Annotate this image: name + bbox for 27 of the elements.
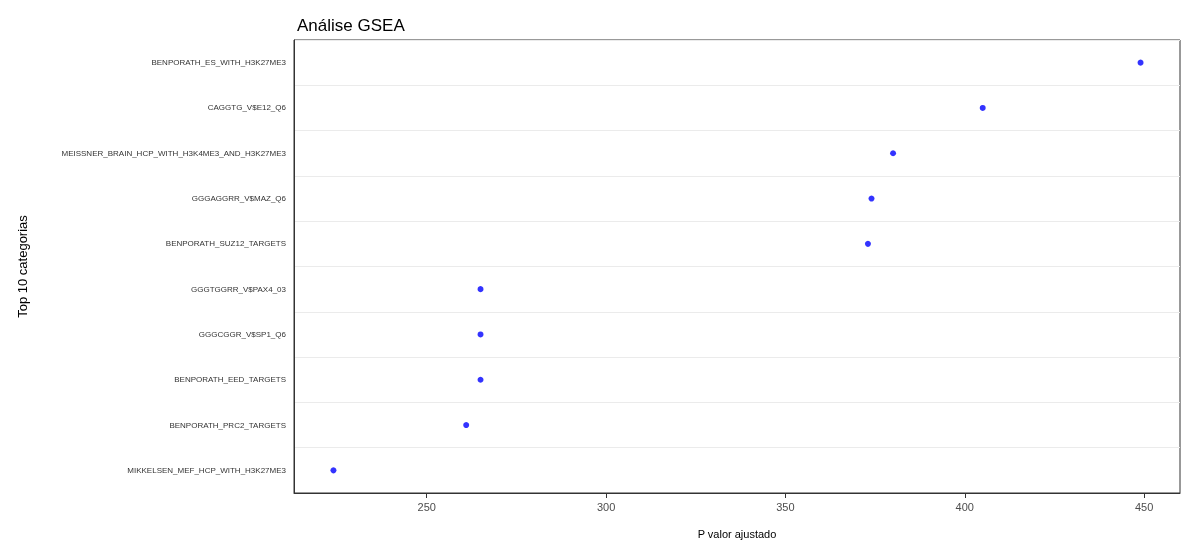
y-tick-label: BENPORATH_EED_TARGETS xyxy=(174,375,286,385)
y-tick-label: BENPORATH_SUZ12_TARGETS xyxy=(165,239,286,249)
y-tick-label: GGGCGGR_V$SP1_Q6 xyxy=(198,329,287,339)
y-tick-label: BENPORATH_PRC2_TARGETS xyxy=(169,420,286,430)
x-tick-label: 400 xyxy=(955,500,974,513)
point xyxy=(463,422,470,429)
x-tick-label: 250 xyxy=(417,500,436,513)
point xyxy=(477,376,484,383)
point xyxy=(979,104,986,111)
x-tick-label: 350 xyxy=(776,500,795,513)
point xyxy=(864,240,871,247)
point xyxy=(477,331,484,338)
y-tick-label: GGGTGGRR_V$PAX4_03 xyxy=(191,284,287,294)
y-tick-label: MIKKELSEN_MEF_HCP_WITH_H3K27ME3 xyxy=(127,465,287,475)
point xyxy=(868,195,875,202)
x-axis-title: P valor ajustado xyxy=(697,527,777,540)
point xyxy=(890,150,897,157)
x-tick-label: 450 xyxy=(1134,500,1154,513)
y-tick-label: CAGGTG_V$E12_Q6 xyxy=(207,103,287,113)
point xyxy=(330,467,337,474)
y-tick-label: GGGAGGRR_V$MAZ_Q6 xyxy=(191,194,287,204)
point xyxy=(477,286,484,293)
y-tick-label: MEISSNER_BRAIN_HCP_WITH_H3K4ME3_AND_H3K27ME3 xyxy=(61,148,287,158)
x-tick-label: 300 xyxy=(596,500,616,513)
y-axis-title: Top 10 categorias xyxy=(15,214,30,318)
chart-title: Análise GSEA xyxy=(297,16,406,35)
y-tick-label: BENPORATH_ES_WITH_H3K27ME3 xyxy=(151,58,287,68)
